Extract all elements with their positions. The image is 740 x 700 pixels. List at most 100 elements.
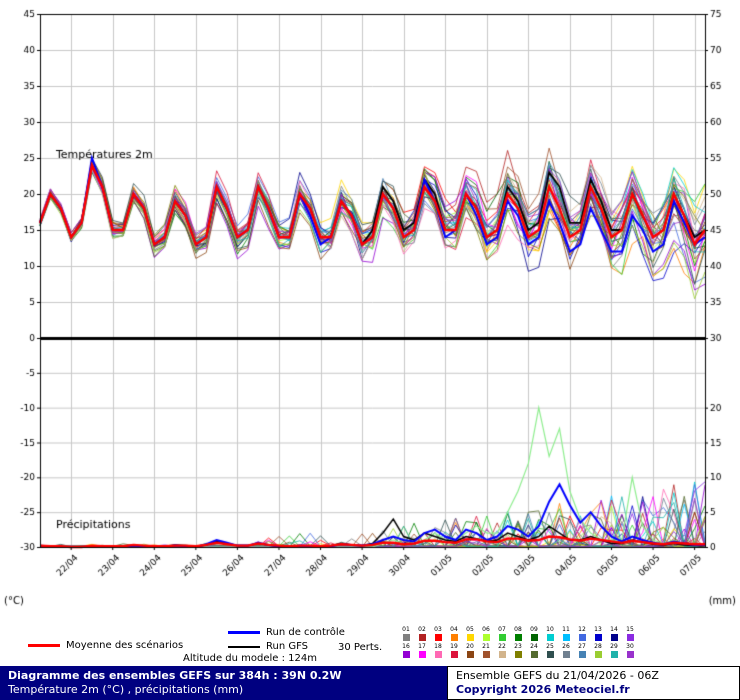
pert-swatch bbox=[530, 634, 538, 641]
control-label: Run de contrôle bbox=[266, 627, 345, 638]
pert-cell: 23 bbox=[510, 644, 526, 661]
pert-number: 06 bbox=[482, 626, 490, 633]
model-altitude: Altitude du modele : 124m bbox=[183, 653, 317, 664]
pert-number: 16 bbox=[402, 643, 410, 650]
pert-swatch bbox=[498, 651, 506, 658]
pert-number: 08 bbox=[514, 626, 522, 633]
pert-cell: 04 bbox=[446, 627, 462, 644]
ensemble-chart-canvas bbox=[0, 0, 740, 626]
pert-number: 25 bbox=[546, 643, 554, 650]
pert-cell: 19 bbox=[446, 644, 462, 661]
pert-cell: 25 bbox=[542, 644, 558, 661]
pert-cell: 06 bbox=[478, 627, 494, 644]
pert-swatch bbox=[498, 634, 506, 641]
pert-cell: 10 bbox=[542, 627, 558, 644]
legend-item-mean: Moyenne des scénarios bbox=[28, 640, 183, 651]
pert-swatch bbox=[514, 651, 522, 658]
diagram-subtitle: Température 2m (°C) , précipitations (mm… bbox=[8, 683, 244, 696]
pert-number: 02 bbox=[418, 626, 426, 633]
pert-number: 13 bbox=[594, 626, 602, 633]
pert-number: 26 bbox=[562, 643, 570, 650]
pert-number: 27 bbox=[578, 643, 586, 650]
pert-number: 19 bbox=[450, 643, 458, 650]
copyright: Copyright 2026 Meteociel.fr bbox=[456, 683, 630, 696]
footer: Diagramme des ensembles GEFS sur 384h : … bbox=[0, 666, 740, 700]
pert-cell: 29 bbox=[606, 644, 622, 661]
mean-label: Moyenne des scénarios bbox=[66, 640, 184, 651]
pert-cell: 07 bbox=[494, 627, 510, 644]
pert-cell: 11 bbox=[558, 627, 574, 644]
run-info: Ensemble GEFS du 21/04/2026 - 06Z bbox=[456, 669, 659, 682]
legend-item-gfs: Run GFS bbox=[228, 641, 308, 652]
legend-item-control: Run de contrôle bbox=[228, 627, 345, 638]
pert-number: 04 bbox=[450, 626, 458, 633]
pert-cell: 28 bbox=[590, 644, 606, 661]
mean-line-swatch bbox=[28, 644, 60, 647]
pert-cell: 15 bbox=[622, 627, 638, 644]
perts-color-grid: 01 02 03 04 05 06 07 08 09 10 11 12 13 14 15 16 17 18 19 20… bbox=[398, 627, 638, 661]
pert-cell: 17 bbox=[414, 644, 430, 661]
gfs-label: Run GFS bbox=[266, 641, 309, 652]
pert-cell: 30 bbox=[622, 644, 638, 661]
footer-title-block: Diagramme des ensembles GEFS sur 384h : … bbox=[0, 666, 447, 700]
pert-swatch bbox=[402, 651, 410, 658]
pert-swatch bbox=[434, 651, 442, 658]
pert-number: 10 bbox=[546, 626, 554, 633]
pert-swatch bbox=[610, 634, 618, 641]
pert-swatch bbox=[562, 651, 570, 658]
pert-swatch bbox=[578, 651, 586, 658]
pert-cell: 27 bbox=[574, 644, 590, 661]
pert-cell: 03 bbox=[430, 627, 446, 644]
pert-swatch bbox=[466, 634, 474, 641]
pert-swatch bbox=[594, 651, 602, 658]
pert-number: 29 bbox=[610, 643, 618, 650]
pert-cell: 21 bbox=[478, 644, 494, 661]
pert-number: 24 bbox=[530, 643, 538, 650]
pert-cell: 09 bbox=[526, 627, 542, 644]
pert-number: 03 bbox=[434, 626, 442, 633]
pert-number: 14 bbox=[610, 626, 618, 633]
pert-swatch bbox=[578, 634, 586, 641]
pert-number: 01 bbox=[402, 626, 410, 633]
pert-number: 18 bbox=[434, 643, 442, 650]
pert-number: 30 bbox=[626, 643, 634, 650]
pert-swatch bbox=[402, 634, 410, 641]
pert-cell: 24 bbox=[526, 644, 542, 661]
pert-number: 20 bbox=[466, 643, 474, 650]
pert-swatch bbox=[546, 651, 554, 658]
pert-swatch bbox=[546, 634, 554, 641]
pert-number: 12 bbox=[578, 626, 586, 633]
pert-number: 21 bbox=[482, 643, 490, 650]
pert-cell: 20 bbox=[462, 644, 478, 661]
pert-number: 05 bbox=[466, 626, 474, 633]
pert-swatch bbox=[594, 634, 602, 641]
control-line-swatch bbox=[228, 631, 260, 634]
pert-swatch bbox=[418, 651, 426, 658]
pert-number: 07 bbox=[498, 626, 506, 633]
pert-swatch bbox=[482, 651, 490, 658]
pert-number: 11 bbox=[562, 626, 570, 633]
pert-swatch bbox=[530, 651, 538, 658]
pert-cell: 16 bbox=[398, 644, 414, 661]
pert-number: 22 bbox=[498, 643, 506, 650]
pert-swatch bbox=[514, 634, 522, 641]
pert-swatch bbox=[626, 634, 634, 641]
pert-number: 15 bbox=[626, 626, 634, 633]
pert-cell: 12 bbox=[574, 627, 590, 644]
pert-cell: 05 bbox=[462, 627, 478, 644]
pert-cell: 02 bbox=[414, 627, 430, 644]
pert-cell: 18 bbox=[430, 644, 446, 661]
pert-swatch bbox=[610, 651, 618, 658]
pert-swatch bbox=[562, 634, 570, 641]
diagram-title: Diagramme des ensembles GEFS sur 384h : … bbox=[8, 669, 342, 682]
pert-number: 28 bbox=[594, 643, 602, 650]
pert-swatch bbox=[418, 634, 426, 641]
pert-swatch bbox=[482, 634, 490, 641]
footer-run-block: Ensemble GEFS du 21/04/2026 - 06Z Copyri… bbox=[447, 666, 740, 700]
pert-swatch bbox=[450, 634, 458, 641]
pert-swatch bbox=[450, 651, 458, 658]
perts-label: 30 Perts. bbox=[338, 642, 383, 653]
pert-cell: 14 bbox=[606, 627, 622, 644]
pert-cell: 26 bbox=[558, 644, 574, 661]
pert-swatch bbox=[434, 634, 442, 641]
